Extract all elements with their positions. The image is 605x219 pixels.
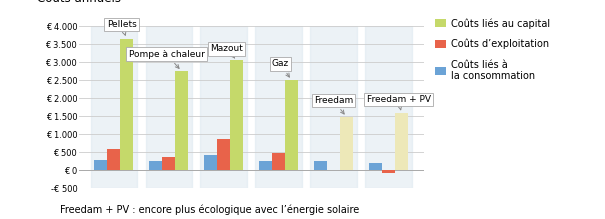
Bar bbox=[285, 80, 298, 170]
Bar bbox=[94, 160, 107, 170]
Text: Freedam: Freedam bbox=[314, 96, 353, 114]
Bar bbox=[272, 153, 285, 170]
Bar bbox=[369, 164, 382, 170]
Bar bbox=[255, 26, 302, 188]
Bar bbox=[340, 117, 353, 170]
Bar bbox=[217, 139, 230, 170]
Bar bbox=[395, 113, 408, 170]
Bar bbox=[91, 26, 137, 188]
Bar bbox=[204, 155, 217, 170]
Bar bbox=[230, 60, 243, 170]
Bar bbox=[259, 161, 272, 170]
Bar bbox=[175, 71, 188, 170]
Bar bbox=[314, 161, 327, 170]
Bar bbox=[200, 26, 247, 188]
Bar bbox=[162, 157, 175, 170]
Bar bbox=[149, 161, 162, 170]
Legend: Coûts liés au capital, Coûts d’exploitation, Coûts liés à
la consommation: Coûts liés au capital, Coûts d’exploitat… bbox=[435, 18, 550, 81]
Bar bbox=[120, 39, 133, 170]
Text: Coûts annuels: Coûts annuels bbox=[38, 0, 121, 5]
Text: Freedam + PV: Freedam + PV bbox=[367, 95, 431, 110]
Text: Freedam + PV : encore plus écologique avec l’énergie solaire: Freedam + PV : encore plus écologique av… bbox=[60, 204, 360, 215]
Text: Mazout: Mazout bbox=[210, 44, 243, 58]
Bar bbox=[382, 170, 395, 173]
Bar bbox=[310, 26, 356, 188]
Text: Gaz: Gaz bbox=[272, 59, 289, 77]
Bar bbox=[107, 149, 120, 170]
Text: Pellets: Pellets bbox=[106, 20, 137, 35]
Text: Pompe à chaleur: Pompe à chaleur bbox=[129, 50, 204, 68]
Bar bbox=[365, 26, 411, 188]
Bar bbox=[146, 26, 192, 188]
